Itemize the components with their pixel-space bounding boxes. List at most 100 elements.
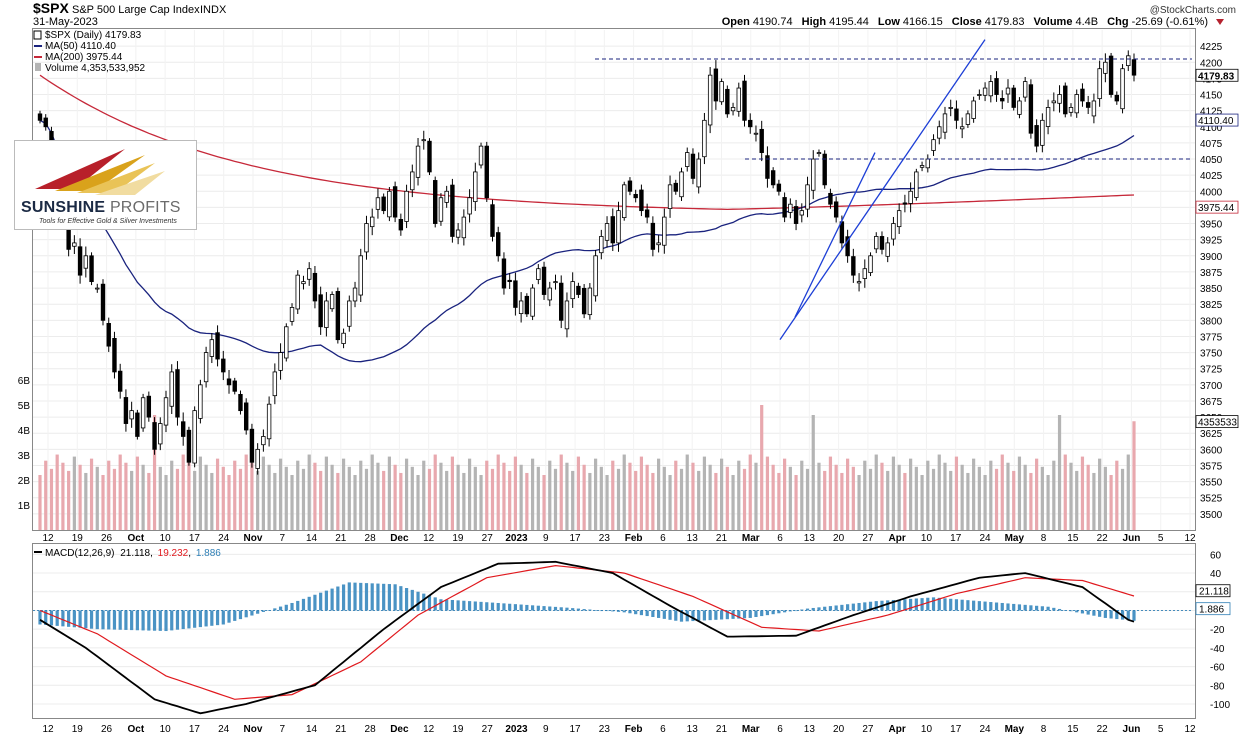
macd-hist-bar — [301, 598, 306, 611]
volume-bar — [479, 475, 483, 530]
x-tick-label: 27 — [862, 533, 874, 544]
candle-body — [891, 223, 896, 240]
volume-bar — [130, 470, 134, 530]
candle-body — [249, 428, 255, 463]
macd-hist-bar — [1075, 610, 1079, 613]
macd-hist-bar — [359, 582, 363, 611]
candle-body — [180, 421, 186, 437]
macd-hist-bar — [702, 610, 707, 621]
macd-hist-bar — [456, 600, 460, 611]
macd-hist-bar — [771, 610, 775, 615]
candle-body — [1022, 81, 1028, 98]
macd-hist-bar — [593, 609, 598, 611]
candle-body — [392, 186, 398, 218]
volume-bar — [697, 470, 701, 530]
macd-hist-bar — [1080, 610, 1085, 614]
x-tick-label-macd: Mar — [742, 724, 760, 735]
price-tick-label: 3900 — [1200, 252, 1223, 263]
macd-hist-bar — [404, 588, 409, 611]
macd-hist-bar — [530, 605, 535, 611]
candle-body — [158, 423, 163, 445]
x-tick-label-macd: 23 — [599, 724, 611, 735]
volume-bar — [846, 458, 850, 530]
candle-body — [117, 370, 123, 392]
price-tick-label: 3825 — [1200, 300, 1223, 311]
volume-bar — [187, 462, 191, 530]
macd-hist-bar — [410, 589, 414, 611]
candle-body — [616, 210, 621, 244]
x-tick-label-macd: Feb — [625, 724, 643, 735]
candle-body — [954, 108, 959, 121]
x-axis-price: 12 19 26 Oct 10 17 24 Nov 7 14 21 28 Dec 12 19 27 2023 9 1… — [42, 533, 1196, 544]
candle-body — [828, 192, 833, 205]
volume-bar — [542, 475, 546, 530]
price-tick-label: 4075 — [1200, 139, 1223, 150]
candle-body — [845, 236, 850, 257]
candle-body — [1011, 87, 1016, 108]
volume-bar — [765, 456, 770, 530]
logo-rays-icon — [35, 149, 165, 195]
candle-body — [433, 180, 438, 224]
volume-bar — [382, 470, 386, 530]
price-tick-label: 3800 — [1200, 316, 1223, 327]
volume-bar — [78, 464, 82, 530]
volume-bar — [416, 475, 420, 530]
volume-bar — [989, 460, 993, 530]
candles — [37, 50, 1137, 475]
candle-body — [1005, 87, 1011, 95]
x-tick-label: 15 — [1067, 533, 1079, 544]
macd-hist-bar — [886, 600, 890, 611]
macd-hist-bar — [800, 609, 804, 611]
candle-body — [1097, 68, 1102, 100]
macd-hist-bar — [158, 610, 162, 631]
macd-hist-bar — [490, 602, 495, 611]
macd-hist-bar — [513, 604, 518, 611]
volume-bar — [508, 470, 512, 530]
x-tick-label-macd: 21 — [335, 724, 347, 735]
volume-bar — [118, 454, 122, 530]
candle-body — [1108, 55, 1114, 95]
candle-body — [770, 170, 776, 186]
candle-body — [146, 395, 152, 418]
candle-body — [965, 113, 971, 125]
macd-hist-bar — [1126, 610, 1130, 621]
volume-bar — [404, 458, 409, 530]
candle-body — [518, 300, 524, 315]
candle-body — [387, 190, 392, 218]
macd-hist-bar — [846, 604, 850, 611]
volume-bar — [175, 468, 180, 530]
volume-bar — [124, 462, 128, 530]
candle-body — [553, 281, 558, 284]
volume-bar — [1023, 464, 1027, 530]
price-tag-box — [1195, 415, 1239, 429]
x-tick-label: 12 — [42, 533, 54, 544]
volume-bar — [605, 475, 609, 530]
macd-hist-bar — [708, 610, 712, 621]
volume-bar — [886, 470, 890, 530]
x-tick-label-macd: 26 — [101, 724, 113, 735]
volume-bar — [914, 466, 918, 530]
macd-hist-bar — [353, 582, 357, 611]
price-tag-label: 4353533 — [1198, 418, 1237, 429]
volume-bar — [319, 470, 323, 530]
macd-hist-bar — [370, 583, 374, 611]
macd-hist-bar — [949, 598, 953, 611]
candle-body — [473, 171, 478, 203]
x-tick-label-macd: 8 — [1041, 724, 1047, 735]
x-tick-label: 24 — [218, 533, 230, 544]
candle-body — [673, 182, 678, 192]
price-tick-label: 4025 — [1200, 171, 1223, 182]
candle-body — [730, 107, 736, 112]
volume-bar — [244, 454, 248, 530]
volume-bar — [301, 468, 306, 530]
macd-hist-bar — [473, 601, 477, 611]
macd-hist-bar — [467, 601, 472, 611]
high-value: 4195.44 — [829, 16, 869, 28]
candle-body — [593, 255, 598, 297]
x-tick-label-macd: 21 — [716, 724, 728, 735]
macd-hist-bar — [1029, 605, 1033, 611]
macd-hist-bar — [1017, 604, 1022, 611]
x-tick-label: Dec — [390, 533, 409, 544]
macd-hist-bar — [215, 610, 220, 626]
price-tag-label: 4179.83 — [1198, 71, 1235, 82]
